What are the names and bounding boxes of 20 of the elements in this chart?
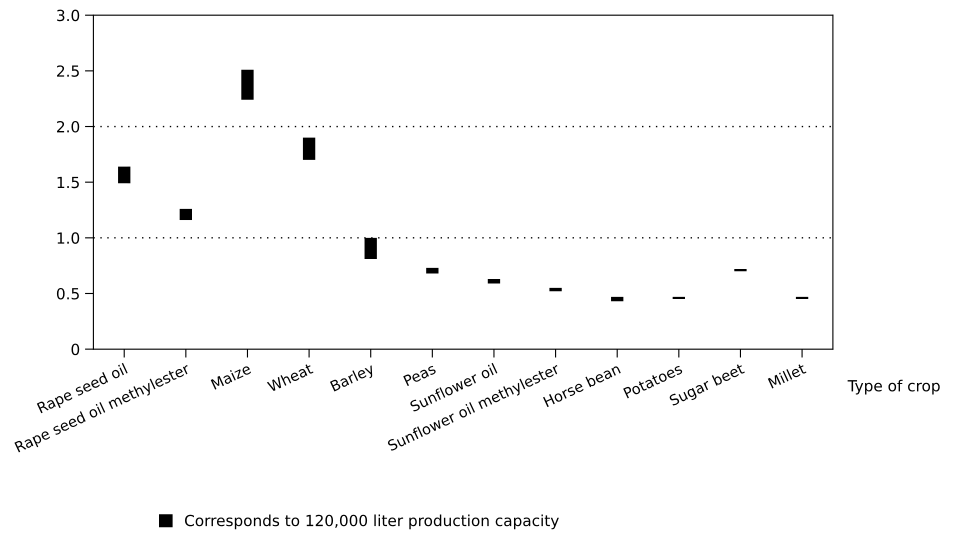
bar (611, 296, 624, 302)
y-tick-label: 2.5 (57, 65, 79, 77)
x-tick-label: Maize (210, 362, 252, 390)
legend-label: Corresponds to 120,000 liter production capacity (185, 514, 559, 530)
bar (426, 268, 438, 274)
y-tick-label: 3.0 (57, 10, 80, 22)
y-tick-label: 1.5 (58, 176, 79, 188)
bar (549, 288, 562, 292)
y-tick-label: 2.0 (57, 120, 80, 133)
bar (180, 208, 192, 220)
x-axis-title: Type of crop (848, 380, 940, 394)
bar (241, 70, 254, 100)
y-tick-label: 0 (72, 344, 80, 356)
y-tick-label: 0.5 (56, 288, 79, 300)
y-tick-label: 1.0 (58, 232, 80, 244)
bar (118, 166, 130, 184)
bar (302, 138, 316, 160)
bar (672, 296, 685, 300)
bar (488, 279, 500, 284)
x-tick-label: Millet (768, 362, 807, 389)
